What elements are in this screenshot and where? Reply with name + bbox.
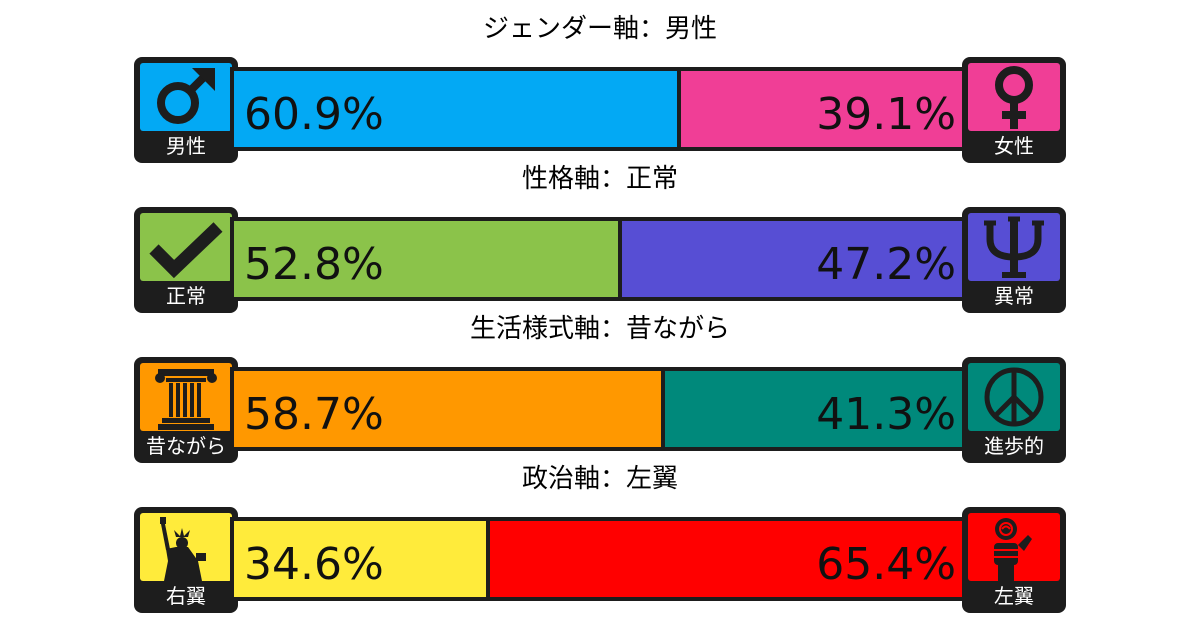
axis-title: ジェンダー軸：男性 xyxy=(482,14,717,44)
left-segment: 58.7% xyxy=(234,371,661,447)
axis-title: 政治軸：左翼 xyxy=(521,464,678,494)
left-label: 右翼 xyxy=(166,584,206,608)
ratio-bar: 58.7% 41.3% xyxy=(230,367,970,451)
right-icon-box: 進歩的 xyxy=(962,357,1066,463)
right-label: 左翼 xyxy=(994,584,1034,608)
left-segment: 34.6% xyxy=(234,521,486,597)
left-percent-label: 60.9% xyxy=(244,89,384,140)
left-icon-box: 男性 xyxy=(134,57,238,163)
left-percent-label: 52.8% xyxy=(244,239,384,290)
left-percent-label: 58.7% xyxy=(244,389,384,440)
fist-and-rose-icon xyxy=(968,513,1060,581)
right-segment: 65.4% xyxy=(490,521,966,597)
right-icon-box: 左翼 xyxy=(962,507,1066,613)
axis-row-lifestyle: 生活様式軸：昔ながら 昔ながら 58.7% 41.3% xyxy=(0,309,1200,463)
ratio-bar: 34.6% 65.4% xyxy=(230,517,970,601)
right-percent-label: 41.3% xyxy=(816,389,956,440)
ratio-bar: 60.9% 39.1% xyxy=(230,67,970,151)
right-percent-label: 65.4% xyxy=(816,539,956,590)
left-icon-box: 昔ながら xyxy=(134,357,238,463)
right-percent-label: 47.2% xyxy=(816,239,956,290)
axis-title: 性格軸：正常 xyxy=(521,164,678,194)
right-segment: 39.1% xyxy=(681,71,966,147)
left-segment: 52.8% xyxy=(234,221,618,297)
left-percent-label: 34.6% xyxy=(244,539,384,590)
right-icon-box: 異常 xyxy=(962,207,1066,313)
female-symbol-icon xyxy=(968,63,1060,131)
left-segment: 60.9% xyxy=(234,71,677,147)
male-symbol-icon xyxy=(140,63,232,131)
right-percent-label: 39.1% xyxy=(816,89,956,140)
right-icon-box: 女性 xyxy=(962,57,1066,163)
right-segment: 47.2% xyxy=(622,221,966,297)
axis-row-politics: 政治軸：左翼 右翼 34.6% 65.4% xyxy=(0,459,1200,613)
right-label: 進歩的 xyxy=(984,434,1044,458)
left-icon-box: 正常 xyxy=(134,207,238,313)
axis-row-gender: ジェンダー軸：男性 男性 60.9% 39.1% 女性 xyxy=(0,9,1200,163)
psi-icon xyxy=(968,213,1060,281)
right-segment: 41.3% xyxy=(665,371,966,447)
statue-of-liberty-icon xyxy=(140,513,232,581)
left-label: 正常 xyxy=(166,284,206,308)
peace-icon xyxy=(968,363,1060,431)
ratio-bar: 52.8% 47.2% xyxy=(230,217,970,301)
left-label: 昔ながら xyxy=(146,434,226,458)
left-label: 男性 xyxy=(166,134,206,158)
right-label: 女性 xyxy=(994,134,1034,158)
axis-row-personality: 性格軸：正常 正常 52.8% 47.2% 異常 xyxy=(0,159,1200,313)
right-label: 異常 xyxy=(994,284,1034,308)
axis-title: 生活様式軸：昔ながら xyxy=(469,314,730,344)
checkmark-icon xyxy=(140,213,232,281)
column-icon xyxy=(140,363,232,431)
left-icon-box: 右翼 xyxy=(134,507,238,613)
